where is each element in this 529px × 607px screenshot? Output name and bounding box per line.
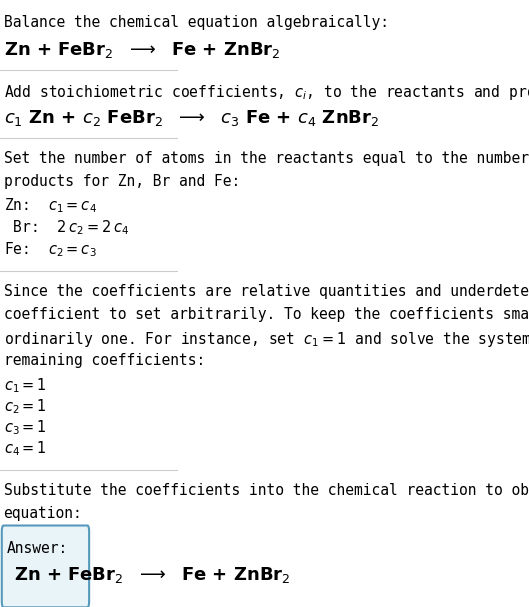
Text: Since the coefficients are relative quantities and underdetermined, choose a: Since the coefficients are relative quan…	[4, 284, 529, 299]
Text: Add stoichiometric coefficients, $c_i$, to the reactants and products:: Add stoichiometric coefficients, $c_i$, …	[4, 83, 529, 102]
Text: Zn + FeBr$_2$  $\longrightarrow$  Fe + ZnBr$_2$: Zn + FeBr$_2$ $\longrightarrow$ Fe + ZnB…	[4, 41, 280, 61]
Text: coefficient to set arbitrarily. To keep the coefficients small, the arbitrary va: coefficient to set arbitrarily. To keep …	[4, 307, 529, 322]
Text: products for Zn, Br and Fe:: products for Zn, Br and Fe:	[4, 174, 240, 189]
Text: equation:: equation:	[4, 506, 83, 521]
FancyBboxPatch shape	[2, 526, 89, 607]
Text: $c_1$ Zn + $c_2$ FeBr$_2$  $\longrightarrow$  $c_3$ Fe + $c_4$ ZnBr$_2$: $c_1$ Zn + $c_2$ FeBr$_2$ $\longrightarr…	[4, 108, 379, 128]
Text: Balance the chemical equation algebraically:: Balance the chemical equation algebraica…	[4, 15, 389, 30]
Text: $c_4 = 1$: $c_4 = 1$	[4, 439, 47, 458]
Text: $c_1 = 1$: $c_1 = 1$	[4, 376, 47, 395]
Text: Answer:: Answer:	[7, 541, 68, 555]
Text: $c_3 = 1$: $c_3 = 1$	[4, 418, 47, 437]
Text: Zn:  $c_1 = c_4$: Zn: $c_1 = c_4$	[4, 197, 96, 215]
Text: Br:  $2\,c_2 = 2\,c_4$: Br: $2\,c_2 = 2\,c_4$	[4, 219, 129, 237]
Text: Zn + FeBr$_2$  $\longrightarrow$  Fe + ZnBr$_2$: Zn + FeBr$_2$ $\longrightarrow$ Fe + ZnB…	[14, 565, 291, 585]
Text: Substitute the coefficients into the chemical reaction to obtain the balanced: Substitute the coefficients into the che…	[4, 483, 529, 498]
Text: $c_2 = 1$: $c_2 = 1$	[4, 398, 47, 416]
Text: ordinarily one. For instance, set $c_1 = 1$ and solve the system of equations fo: ordinarily one. For instance, set $c_1 =…	[4, 330, 529, 349]
Text: remaining coefficients:: remaining coefficients:	[4, 353, 205, 368]
Text: Set the number of atoms in the reactants equal to the number of atoms in the: Set the number of atoms in the reactants…	[4, 151, 529, 166]
Text: Fe:  $c_2 = c_3$: Fe: $c_2 = c_3$	[4, 240, 96, 259]
